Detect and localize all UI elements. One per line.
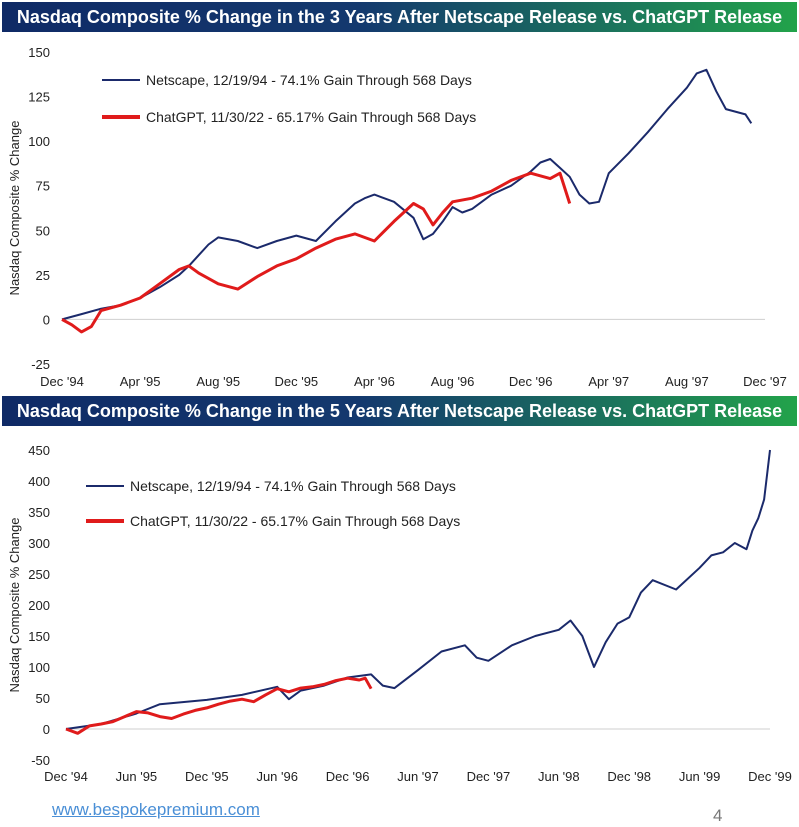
- y-tick-label: 125: [28, 90, 50, 105]
- y-tick-label: 75: [36, 179, 50, 194]
- y-tick-label: 0: [43, 312, 50, 327]
- x-tick-label: Apr '96: [354, 374, 395, 389]
- chart-1-title-banner: Nasdaq Composite % Change in the 3 Years…: [2, 2, 797, 32]
- legend-chatgpt-label: ChatGPT, 11/30/22 - 65.17% Gain Through …: [130, 513, 460, 529]
- legend-netscape-label: Netscape, 12/19/94 - 74.1% Gain Through …: [146, 72, 472, 88]
- y-tick-label: 25: [36, 268, 50, 283]
- chatgpt-series-line: [61, 171, 572, 334]
- x-tick-label: Jun '99: [679, 769, 721, 784]
- legend-chatgpt-label: ChatGPT, 11/30/22 - 65.17% Gain Through …: [146, 109, 476, 125]
- y-axis-label: Nasdaq Composite % Change: [7, 518, 22, 693]
- chart-2-svg: -50 0 50 100 150 200 250 300 350 400 450 Dec '94 Jun…: [7, 443, 792, 784]
- x-tick-label: Dec '97: [467, 769, 511, 784]
- y-tick-label: 50: [36, 223, 50, 238]
- x-tick-label: Dec '97: [743, 374, 787, 389]
- y-tick-label: 350: [28, 505, 50, 520]
- y-tick-label: 400: [28, 474, 50, 489]
- page-number: 4: [713, 806, 723, 825]
- legend-netscape-label: Netscape, 12/19/94 - 74.1% Gain Through …: [130, 478, 456, 494]
- x-tick-label: Apr '97: [588, 374, 629, 389]
- y-tick-label: 250: [28, 567, 50, 582]
- x-tick-label: Dec '96: [326, 769, 370, 784]
- x-tick-label: Jun '96: [256, 769, 298, 784]
- y-tick-label: 100: [28, 660, 50, 675]
- y-tick-label: 300: [28, 536, 50, 551]
- footer-website-link[interactable]: www.bespokepremium.com: [52, 800, 260, 819]
- x-tick-label: Dec '98: [607, 769, 651, 784]
- x-tick-label: Jun '97: [397, 769, 439, 784]
- y-tick-label: 100: [28, 134, 50, 149]
- x-tick-label: Dec '94: [44, 769, 88, 784]
- y-tick-label: 150: [28, 45, 50, 60]
- x-tick-label: Jun '98: [538, 769, 580, 784]
- x-tick-label: Aug '96: [431, 374, 475, 389]
- x-tick-label: Dec '99: [748, 769, 792, 784]
- y-tick-label: -25: [31, 357, 50, 372]
- y-tick-label: 450: [28, 443, 50, 458]
- y-tick-label: 0: [43, 722, 50, 737]
- x-tick-label: Aug '97: [665, 374, 709, 389]
- legend: Netscape, 12/19/94 - 74.1% Gain Through …: [86, 478, 460, 529]
- chatgpt-series-line: [65, 676, 373, 735]
- x-tick-label: Dec '96: [509, 374, 553, 389]
- x-tick-label: Jun '95: [116, 769, 158, 784]
- netscape-series-line: [61, 68, 753, 321]
- chart-1-svg: -25 0 25 50 75 100 125 150 Dec '94 Apr '95 Aug '95…: [7, 45, 787, 389]
- chart-2-title-banner: Nasdaq Composite % Change in the 5 Years…: [2, 396, 797, 426]
- y-tick-label: 200: [28, 598, 50, 613]
- legend: Netscape, 12/19/94 - 74.1% Gain Through …: [102, 72, 476, 125]
- x-tick-label: Aug '95: [196, 374, 240, 389]
- y-tick-label: -50: [31, 753, 50, 768]
- x-tick-label: Dec '94: [40, 374, 84, 389]
- x-tick-label: Dec '95: [274, 374, 318, 389]
- y-axis-label: Nasdaq Composite % Change: [7, 121, 22, 296]
- y-tick-label: 50: [36, 691, 50, 706]
- x-tick-label: Apr '95: [120, 374, 161, 389]
- x-tick-label: Dec '95: [185, 769, 229, 784]
- y-tick-label: 150: [28, 629, 50, 644]
- netscape-series-line: [65, 449, 771, 730]
